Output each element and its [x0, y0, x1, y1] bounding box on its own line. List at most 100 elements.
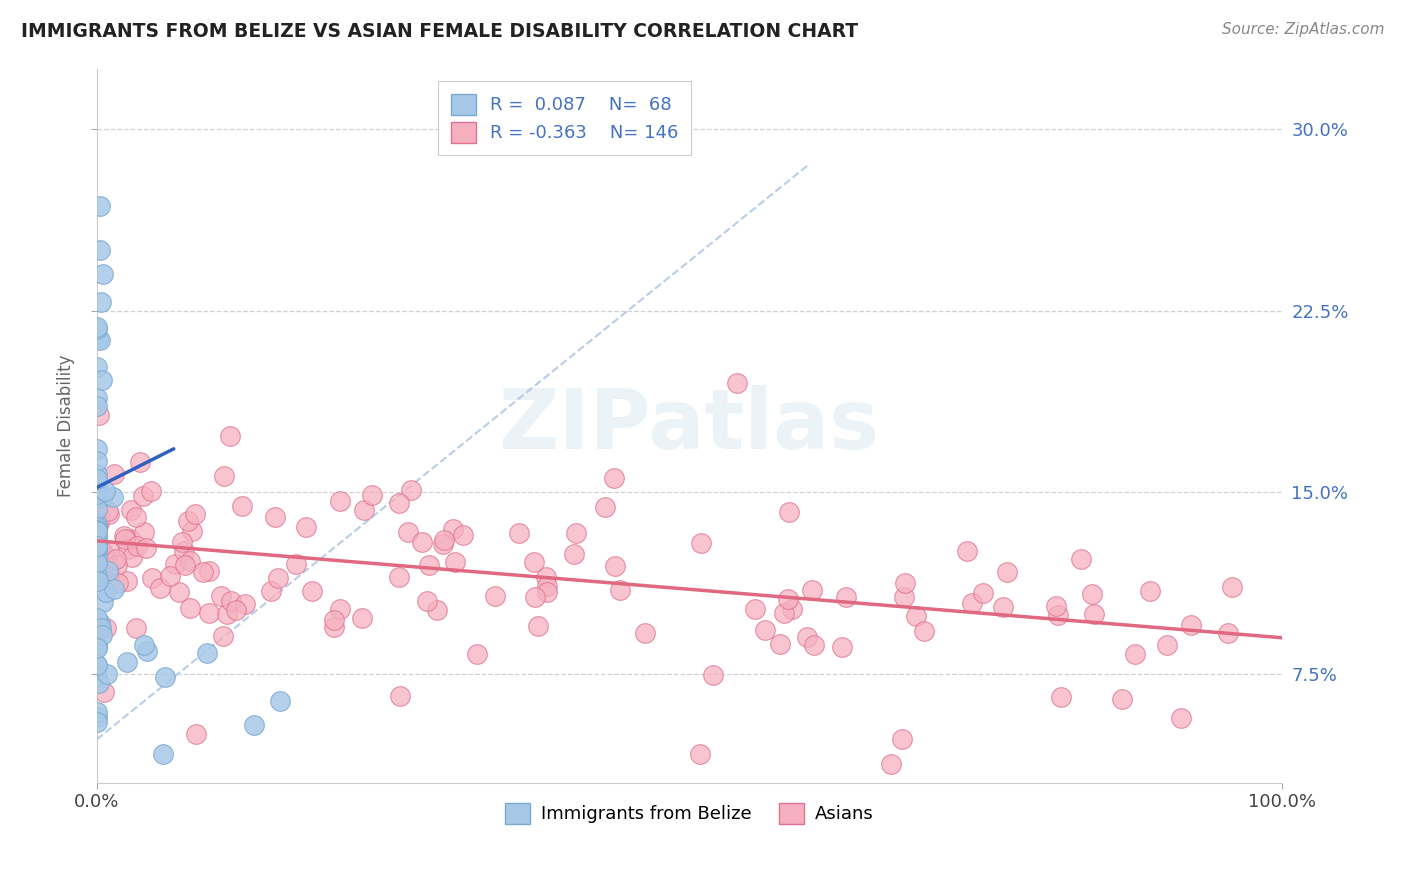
- Point: [411, 535, 433, 549]
- Legend: Immigrants from Belize, Asians: Immigrants from Belize, Asians: [494, 792, 884, 835]
- Point: [132, 489, 155, 503]
- Point: [184, 507, 207, 521]
- Point: [89, 675, 111, 690]
- Point: [86, 542, 108, 557]
- Point: [441, 523, 464, 537]
- Point: [231, 500, 253, 514]
- Point: [779, 505, 801, 519]
- Point: [86, 472, 108, 486]
- Point: [86, 530, 108, 544]
- Point: [526, 619, 548, 633]
- Point: [90, 621, 112, 635]
- Point: [179, 554, 201, 568]
- Point: [972, 585, 994, 599]
- Point: [86, 491, 108, 506]
- Point: [388, 569, 411, 583]
- Point: [269, 694, 291, 708]
- Text: ZIPatlas: ZIPatlas: [499, 385, 880, 467]
- Point: [301, 583, 323, 598]
- Point: [260, 584, 283, 599]
- Point: [87, 516, 110, 531]
- Point: [86, 532, 108, 546]
- Point: [132, 525, 155, 540]
- Point: [1180, 617, 1202, 632]
- Point: [634, 626, 657, 640]
- Point: [198, 564, 221, 578]
- Point: [991, 599, 1014, 614]
- Point: [1049, 690, 1071, 705]
- Point: [1139, 583, 1161, 598]
- Point: [1220, 580, 1243, 594]
- Point: [174, 558, 197, 573]
- Point: [89, 333, 111, 347]
- Point: [904, 609, 927, 624]
- Point: [114, 532, 136, 546]
- Point: [218, 429, 240, 443]
- Point: [86, 670, 108, 684]
- Point: [86, 709, 108, 723]
- Point: [87, 559, 110, 574]
- Point: [163, 558, 186, 572]
- Point: [536, 570, 558, 584]
- Point: [86, 524, 108, 539]
- Point: [90, 295, 112, 310]
- Point: [879, 756, 901, 771]
- Point: [995, 566, 1018, 580]
- Point: [800, 582, 823, 597]
- Point: [433, 533, 456, 547]
- Point: [86, 319, 108, 334]
- Point: [87, 332, 110, 346]
- Point: [87, 507, 110, 521]
- Point: [132, 638, 155, 652]
- Point: [94, 621, 117, 635]
- Point: [86, 611, 108, 625]
- Point: [215, 607, 238, 621]
- Point: [565, 526, 588, 541]
- Point: [219, 593, 242, 607]
- Point: [107, 576, 129, 591]
- Point: [141, 571, 163, 585]
- Point: [264, 509, 287, 524]
- Point: [103, 490, 125, 504]
- Text: IMMIGRANTS FROM BELIZE VS ASIAN FEMALE DISABILITY CORRELATION CHART: IMMIGRANTS FROM BELIZE VS ASIAN FEMALE D…: [21, 22, 858, 41]
- Point: [242, 718, 264, 732]
- Point: [97, 504, 120, 518]
- Y-axis label: Female Disability: Female Disability: [58, 354, 75, 497]
- Point: [536, 579, 558, 593]
- Point: [86, 442, 108, 456]
- Point: [418, 558, 440, 573]
- Point: [87, 409, 110, 423]
- Point: [689, 536, 711, 550]
- Point: [135, 644, 157, 658]
- Point: [835, 590, 858, 604]
- Point: [97, 544, 120, 558]
- Point: [115, 574, 138, 588]
- Point: [831, 640, 853, 654]
- Point: [86, 638, 108, 652]
- Point: [98, 574, 121, 588]
- Point: [86, 529, 108, 543]
- Point: [86, 517, 108, 532]
- Point: [86, 549, 108, 564]
- Point: [524, 590, 547, 604]
- Point: [124, 621, 146, 635]
- Point: [86, 522, 108, 536]
- Point: [465, 648, 488, 662]
- Point: [86, 399, 108, 413]
- Point: [86, 502, 108, 516]
- Point: [184, 726, 207, 740]
- Point: [780, 601, 803, 615]
- Point: [86, 485, 108, 500]
- Point: [86, 539, 108, 553]
- Point: [86, 641, 108, 656]
- Point: [173, 543, 195, 558]
- Point: [329, 493, 352, 508]
- Point: [89, 243, 111, 257]
- Point: [1218, 625, 1240, 640]
- Point: [86, 658, 108, 673]
- Point: [177, 514, 200, 528]
- Point: [89, 510, 111, 524]
- Point: [105, 552, 128, 566]
- Point: [86, 523, 108, 537]
- Point: [796, 630, 818, 644]
